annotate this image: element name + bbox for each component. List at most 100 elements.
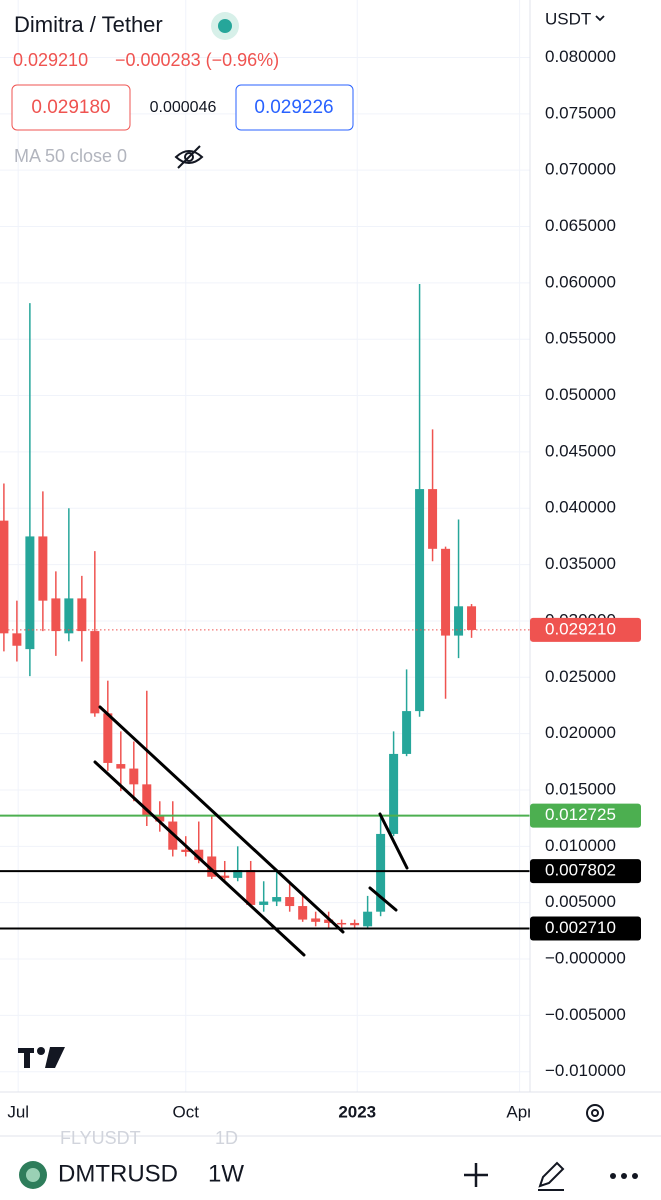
candle-body: [12, 633, 22, 646]
add-button[interactable]: [464, 1163, 488, 1187]
y-tick-label: 0.060000: [545, 272, 616, 291]
candle-body: [38, 536, 48, 601]
y-tick-label: 0.055000: [545, 329, 616, 348]
price-label: 0.012725: [545, 805, 616, 824]
y-tick-label: −0.000000: [545, 949, 626, 968]
candle-body: [285, 897, 295, 907]
y-tick-label: 0.005000: [545, 892, 616, 911]
candle-body: [142, 784, 152, 816]
x-tick-label: 2023: [338, 1102, 376, 1121]
y-tick-label: 0.040000: [545, 498, 616, 517]
candle-body: [194, 849, 204, 860]
currency-label[interactable]: USDT: [545, 9, 591, 28]
y-tick-label: 0.050000: [545, 385, 616, 404]
x-tick-label: Jul: [7, 1102, 29, 1121]
candle-body: [324, 919, 334, 923]
settings-icon[interactable]: [586, 1104, 604, 1122]
logo: [45, 1047, 65, 1068]
x-tick-label: Oct: [173, 1102, 200, 1121]
candle-body: [337, 922, 347, 925]
candle-body: [298, 906, 308, 920]
candle-body: [129, 768, 139, 785]
caret: [595, 15, 605, 22]
buy-button[interactable]: [235, 84, 354, 131]
logo: [24, 1048, 30, 1068]
symbol-title: Dimitra / Tether: [14, 12, 163, 37]
price-label: 0.002710: [545, 918, 616, 937]
candle-body: [207, 856, 217, 877]
plot: [0, 283, 530, 930]
candle-body: [155, 815, 165, 822]
x-axis: Jul Oct 2023 Apr: [7, 1102, 533, 1121]
candle-body: [64, 598, 74, 634]
price-label: 0.029210: [545, 619, 616, 638]
y-tick-label: 0.020000: [545, 723, 616, 742]
prev-interval: 1D: [215, 1128, 238, 1148]
price-label-bg: [530, 916, 641, 941]
candle-body: [181, 849, 191, 852]
candle-body: [415, 489, 425, 712]
more-button[interactable]: [610, 1173, 638, 1179]
sell-button[interactable]: [11, 84, 131, 131]
price-labels: 0.012725 0.007802 0.002710 0.029210: [530, 617, 641, 941]
ask-price: 0.029226: [254, 97, 333, 118]
y-tick-label: 0.045000: [545, 441, 616, 460]
y-tick-label: −0.005000: [545, 1005, 626, 1024]
candle-body: [77, 598, 87, 632]
dot: [621, 1173, 627, 1179]
symbol[interactable]: DMTRUSD: [58, 1160, 178, 1187]
trend-lines: [93, 705, 409, 957]
last-price: 0.029210: [13, 50, 88, 70]
y-tick-label: −0.010000: [545, 1061, 626, 1080]
axes: 0.080000 0.075000 0.070000 0.065000 0.060000…: [7, 47, 626, 1122]
status-dot: [218, 19, 232, 33]
bid-price: 0.029180: [31, 97, 110, 118]
interval[interactable]: 1W: [208, 1160, 244, 1187]
candle-body: [272, 897, 282, 902]
candle-body: [389, 753, 399, 834]
candle-body: [350, 922, 360, 926]
draw-button[interactable]: [538, 1161, 565, 1191]
candle-body: [363, 911, 373, 927]
indicator-label: MA 50 close 0: [14, 146, 127, 166]
hide-icon[interactable]: [174, 145, 204, 169]
price-label-bg: [530, 859, 641, 884]
candle-body: [311, 918, 321, 922]
y-tick-label: 0.075000: [545, 103, 616, 122]
spread: 0.000046: [150, 99, 217, 116]
candle-body: [454, 606, 464, 636]
candle-body: [25, 536, 35, 650]
candle-body: [402, 711, 412, 754]
candle-body: [103, 713, 113, 763]
candle-body: [376, 833, 386, 912]
symbol-logo: [26, 1168, 40, 1182]
candle-body: [246, 869, 256, 905]
price-label-bg: [530, 803, 641, 828]
tv-logo: [18, 1047, 65, 1068]
trend-line: [98, 705, 345, 934]
candle-body: [441, 548, 451, 636]
y-tick-label: 0.070000: [545, 160, 616, 179]
candle-body: [467, 606, 477, 630]
price-label: 0.007802: [545, 861, 616, 880]
candle-body: [428, 489, 438, 549]
logo: [37, 1047, 45, 1055]
candle-body: [90, 631, 100, 714]
gear: [586, 1104, 604, 1122]
y-tick-label: 0.065000: [545, 216, 616, 235]
candle-body: [233, 869, 243, 878]
candle-body: [220, 875, 230, 878]
eye: [177, 145, 201, 169]
candle-body: [116, 764, 126, 769]
eye: [184, 152, 194, 162]
x-tick-label: Apr: [506, 1102, 533, 1121]
prev-symbol: FLYUSDT: [60, 1128, 141, 1148]
y-tick-label: 0.035000: [545, 554, 616, 573]
price-change: −0.000283 (−0.96%): [115, 50, 279, 70]
candle-body: [0, 520, 9, 634]
candle-body: [51, 598, 61, 632]
y-tick-label: 0.010000: [545, 836, 616, 855]
dot: [610, 1173, 616, 1179]
price-label-bg: [530, 617, 641, 642]
